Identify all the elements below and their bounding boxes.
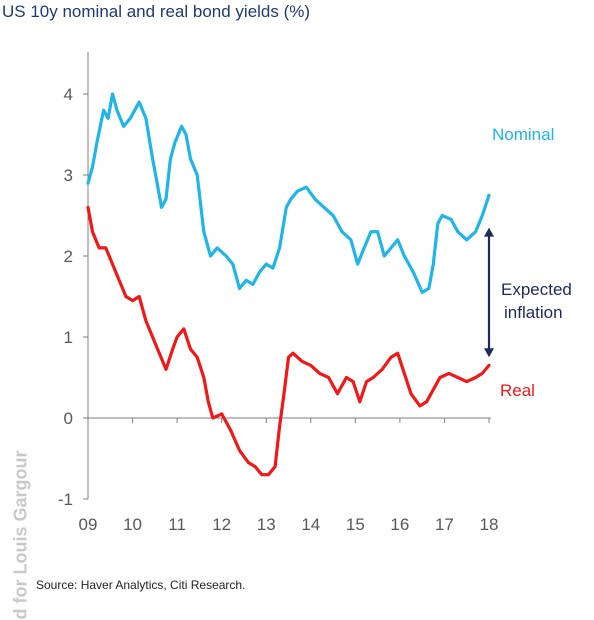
x-tick-label: 13 (257, 515, 276, 534)
expected-inflation-label-line1: Expected (501, 280, 572, 299)
inflation-arrow-head-up (484, 227, 494, 237)
y-tick-label: -1 (58, 490, 73, 509)
y-tick-label: 1 (64, 328, 73, 347)
series-lines (86, 92, 491, 477)
series-label-nominal: Nominal (492, 125, 554, 144)
x-tick-label: 11 (168, 515, 186, 534)
expected-inflation-label-line2: inflation (504, 303, 563, 322)
x-tick-label: 16 (390, 515, 409, 534)
x-tick-label: 15 (346, 515, 365, 534)
series-line-nominal (86, 92, 491, 294)
annotations: Nominal Real Expected inflation (484, 125, 572, 400)
y-tick-label: 4 (64, 85, 73, 104)
watermark: d for Louis Gargour (10, 450, 31, 620)
series-line-real (86, 205, 491, 477)
source-note: Source: Haver Analytics, Citi Research. (36, 578, 246, 592)
y-tick-label: 3 (64, 166, 73, 185)
y-tick-label: 2 (64, 247, 73, 266)
x-axis: 09 10 11 12 13 14 15 16 17 18 (79, 417, 499, 534)
series-label-real: Real (500, 381, 535, 400)
x-tick-label: 18 (480, 515, 499, 534)
chart-title: US 10y nominal and real bond yields (%) (2, 2, 311, 21)
x-tick-label: 14 (301, 515, 320, 534)
y-tick-label: 0 (64, 409, 73, 428)
x-tick-label: 09 (79, 515, 98, 534)
x-tick-label: 10 (123, 515, 142, 534)
x-tick-label: 17 (435, 515, 454, 534)
inflation-arrow-head-down (484, 348, 494, 358)
y-axis: -1 0 1 2 3 4 (58, 52, 89, 509)
x-tick-label: 12 (212, 515, 231, 534)
